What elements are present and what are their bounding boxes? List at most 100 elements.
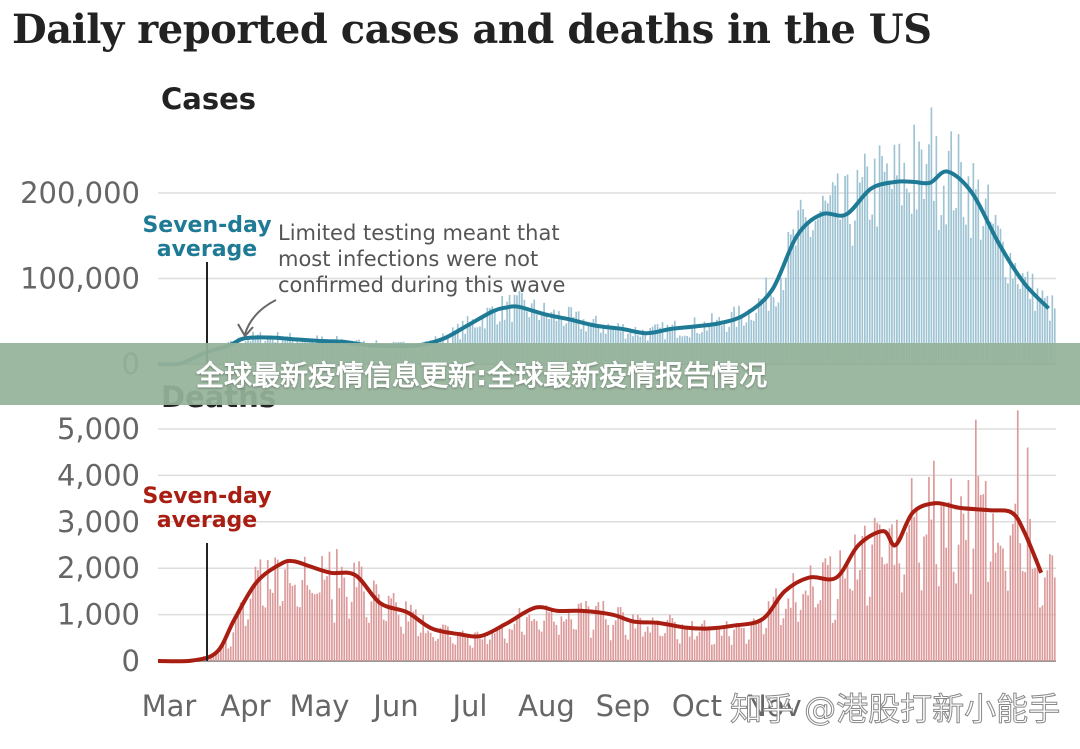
- daily-bar: [284, 569, 286, 661]
- daily-bar: [740, 627, 743, 661]
- daily-bar: [925, 534, 928, 661]
- daily-bar: [767, 310, 770, 364]
- daily-bar: [1031, 569, 1034, 661]
- daily-bar: [498, 626, 501, 661]
- daily-bar: [888, 180, 891, 364]
- daily-bar: [247, 619, 249, 661]
- daily-bar: [501, 296, 503, 364]
- daily-bar: [896, 519, 898, 661]
- daily-bar: [849, 223, 851, 364]
- daily-bar: [363, 591, 365, 661]
- daily-bar: [476, 631, 479, 661]
- daily-bar: [856, 579, 859, 661]
- daily-bar: [962, 217, 965, 364]
- daily-bar: [1036, 288, 1039, 364]
- daily-bar: [1051, 555, 1054, 661]
- daily-bar: [528, 614, 531, 661]
- daily-bar: [481, 639, 484, 661]
- daily-bar: [612, 624, 614, 661]
- daily-bar: [528, 317, 531, 364]
- daily-bar: [1014, 262, 1017, 364]
- daily-bar: [718, 317, 721, 364]
- daily-bar: [271, 592, 274, 661]
- daily-bar: [1002, 548, 1004, 661]
- daily-bar: [693, 317, 696, 364]
- daily-bar: [804, 217, 807, 364]
- x-tick-label: Aug: [518, 689, 575, 723]
- daily-bar: [220, 648, 222, 661]
- daily-bar: [683, 625, 686, 661]
- daily-bar: [762, 299, 765, 364]
- daily-bar: [836, 173, 839, 364]
- daily-bar: [1026, 271, 1029, 364]
- daily-bar: [447, 626, 449, 661]
- daily-bar: [841, 215, 844, 364]
- daily-bar: [518, 607, 521, 661]
- daily-bar: [871, 544, 874, 661]
- daily-bar: [676, 639, 679, 661]
- x-tick-label: May: [290, 689, 350, 723]
- daily-bar: [886, 163, 888, 364]
- daily-bar: [382, 619, 385, 661]
- daily-bar: [336, 549, 338, 661]
- daily-bar: [794, 602, 797, 661]
- daily-bar: [582, 319, 585, 364]
- daily-bar: [913, 124, 915, 364]
- seven-day-average-line: [157, 501, 1044, 664]
- daily-bar: [600, 610, 602, 661]
- daily-bar: [609, 640, 612, 661]
- daily-bar: [767, 601, 770, 661]
- daily-bar: [632, 614, 634, 661]
- x-tick-label: Jun: [371, 689, 418, 723]
- daily-bar: [234, 616, 237, 661]
- daily-bar: [681, 624, 684, 661]
- daily-bar: [900, 592, 903, 661]
- daily-bar: [308, 589, 311, 661]
- daily-bar: [484, 633, 486, 661]
- daily-bar: [989, 561, 992, 661]
- daily-bar: [720, 635, 723, 661]
- daily-bar: [545, 312, 548, 364]
- daily-bar: [486, 307, 489, 364]
- daily-bar: [1007, 590, 1009, 661]
- daily-bar: [560, 616, 563, 661]
- daily-bar: [392, 593, 395, 661]
- daily-bar: [257, 570, 259, 661]
- daily-bar: [970, 594, 972, 661]
- seven-day-average-label: average: [157, 237, 257, 262]
- daily-bar: [1049, 554, 1051, 661]
- daily-bar: [669, 614, 671, 661]
- daily-bar: [960, 161, 962, 364]
- daily-bar: [390, 598, 392, 661]
- daily-bar: [738, 305, 740, 364]
- daily-bar: [437, 638, 439, 661]
- daily-bar: [844, 578, 846, 661]
- daily-bar: [1041, 605, 1044, 661]
- daily-bar: [513, 294, 516, 364]
- banner: 全球最新疫情信息更新:全球最新疫情报告情况: [0, 343, 1080, 405]
- daily-bar: [770, 611, 772, 661]
- daily-bar: [799, 199, 802, 364]
- daily-bar: [863, 525, 866, 661]
- daily-bar: [375, 584, 378, 661]
- daily-bar: [923, 536, 925, 661]
- daily-bar: [940, 506, 943, 661]
- daily-bar: [535, 314, 538, 364]
- daily-bar: [967, 176, 970, 364]
- daily-bar: [940, 215, 943, 364]
- daily-bar: [434, 640, 437, 661]
- daily-bar: [947, 501, 950, 661]
- daily-bar: [481, 316, 484, 364]
- daily-bar: [770, 295, 772, 364]
- banner-text: 全球最新疫情信息更新:全球最新疫情报告情况: [196, 359, 768, 392]
- daily-bar: [789, 607, 792, 661]
- daily-bar: [488, 639, 491, 661]
- daily-bar: [873, 517, 876, 661]
- x-tick-label: Oct: [672, 689, 722, 723]
- daily-bar: [782, 290, 785, 364]
- daily-bar: [301, 579, 304, 661]
- daily-bar: [1021, 273, 1024, 364]
- daily-bar: [994, 214, 997, 364]
- daily-bar: [456, 635, 459, 661]
- testing-note: Limited testing meant that: [278, 221, 560, 245]
